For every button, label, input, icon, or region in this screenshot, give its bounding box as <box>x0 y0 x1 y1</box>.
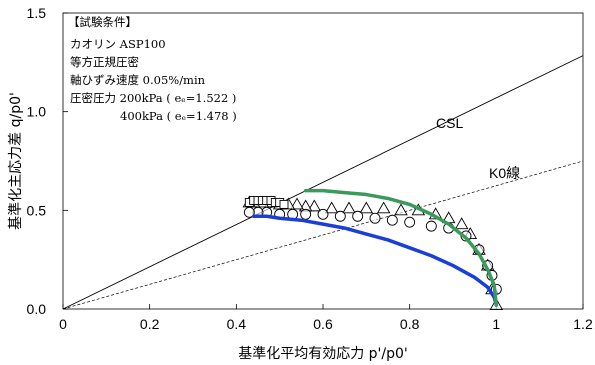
annotation-line: 軸ひずみ速度 0.05%/min <box>70 73 206 87</box>
annotation-line: 圧密圧力 200kPa ( eₑ=1.522 ) <box>70 91 236 105</box>
annotation-line: 【試験条件】 <box>68 15 137 29</box>
data-point-circle <box>317 208 329 220</box>
annotation-line: 等方正規圧密 <box>70 55 139 69</box>
data-point-circle <box>425 220 437 232</box>
k0-line-label: K0線 <box>489 165 520 181</box>
data-point-circle <box>334 210 346 222</box>
y-tick-label: 1.5 <box>27 5 47 21</box>
data-point-circle <box>352 210 364 222</box>
data-point-circle <box>386 214 398 226</box>
y-tick-label: 0.5 <box>27 202 47 218</box>
x-tick-label: 1.2 <box>573 316 593 332</box>
data-point-triangle <box>394 203 408 216</box>
data-point-circle <box>369 212 381 224</box>
test-conditions-annotation: 【試験条件】 カオリン ASP100 等方正規圧密 軸ひずみ速度 0.05%/m… <box>68 15 237 123</box>
data-point-circle <box>243 206 255 218</box>
csl-line <box>62 55 584 310</box>
data-point-triangle <box>290 197 304 210</box>
data-point-triangle <box>307 199 322 212</box>
reference-lines <box>62 55 584 310</box>
data-point-circle <box>300 208 312 220</box>
x-tick-label: 0.6 <box>313 316 333 332</box>
stress-path-line <box>251 214 499 307</box>
data-point-triangle <box>359 201 374 214</box>
chart-frame <box>62 12 584 310</box>
data-point-square <box>279 199 289 209</box>
data-point-triangle <box>324 201 339 214</box>
x-tick-label: 0 <box>59 316 67 332</box>
data-point-circle <box>404 216 416 228</box>
y-tick-label: 0.0 <box>27 301 47 317</box>
csl-label: CSL <box>436 115 463 131</box>
x-tick-label: 0.8 <box>400 316 420 332</box>
k0-line <box>62 160 584 310</box>
data-series <box>242 188 504 311</box>
y-axis-label: 基準化主応力差 q/p0' <box>7 92 24 230</box>
data-point-triangle <box>376 201 391 214</box>
x-tick-label: 0.2 <box>140 316 160 332</box>
data-point-triangle <box>342 201 356 214</box>
data-point-triangle <box>454 217 469 230</box>
x-tick-label: 1 <box>492 316 500 332</box>
x-axis-label: 基準化平均有効応力 p'/p0' <box>238 345 408 362</box>
y-tick-label: 1.0 <box>27 104 47 120</box>
x-tick-label: 0.4 <box>227 316 247 332</box>
annotation-line: 400kPa ( eₑ=1.478 ) <box>120 109 237 123</box>
annotation-line: カオリン ASP100 <box>70 37 166 51</box>
axis-ticks: 0 0.2 0.4 0.6 0.8 1 1.2 0.0 0.5 1.0 1.5 <box>27 5 593 332</box>
stress-path-line <box>303 188 499 307</box>
